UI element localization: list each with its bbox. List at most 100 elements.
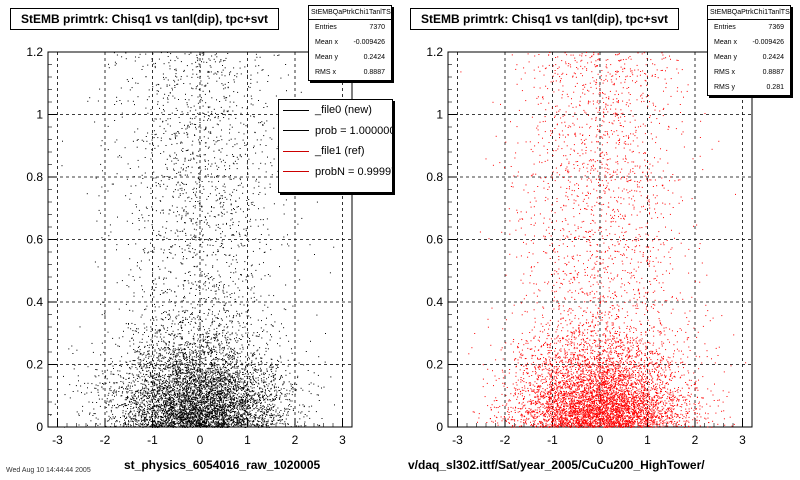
scatter-point — [239, 303, 241, 305]
scatter-point — [198, 404, 200, 406]
scatter-point — [196, 266, 198, 268]
scatter-point — [201, 424, 203, 426]
scatter-point — [153, 289, 155, 291]
scatter-point — [187, 213, 189, 215]
scatter-point — [186, 370, 188, 372]
scatter-point — [176, 384, 178, 386]
scatter-point — [252, 375, 254, 377]
scatter-point — [259, 374, 261, 376]
scatter-point — [181, 399, 183, 401]
scatter-point — [171, 394, 173, 396]
scatter-point — [251, 383, 253, 385]
scatter-point — [169, 414, 171, 416]
scatter-point — [159, 329, 161, 331]
scatter-point — [176, 83, 178, 85]
scatter-point — [234, 405, 236, 407]
scatter-point — [263, 207, 265, 209]
scatter-point — [202, 370, 204, 372]
scatter-point — [222, 358, 224, 359]
scatter-point — [246, 235, 248, 237]
scatter-point — [203, 136, 205, 138]
scatter-point — [162, 386, 164, 388]
scatter-point — [191, 313, 193, 315]
scatter-point — [199, 205, 201, 207]
scatter-point — [208, 368, 210, 370]
scatter-point — [180, 401, 182, 403]
scatter-point — [201, 238, 203, 240]
scatter-point — [188, 391, 190, 393]
scatter-point — [102, 383, 103, 384]
scatter-point — [158, 388, 160, 390]
scatter-point — [269, 407, 270, 409]
scatter-point — [190, 234, 192, 236]
scatter-point — [212, 279, 214, 281]
scatter-point — [159, 390, 161, 392]
scatter-point — [200, 356, 202, 358]
scatter-point — [252, 421, 254, 423]
scatter-point — [183, 425, 185, 427]
scatter-point — [264, 399, 266, 401]
scatter-point — [256, 399, 258, 401]
scatter-point — [196, 398, 198, 400]
scatter-point — [248, 373, 249, 375]
scatter-point — [116, 54, 118, 56]
scatter-point — [165, 369, 167, 370]
scatter-point — [148, 392, 149, 394]
scatter-point — [259, 421, 261, 422]
scatter-point — [251, 424, 253, 426]
scatter-point — [244, 369, 246, 371]
scatter-point — [144, 157, 146, 158]
scatter-point — [276, 394, 278, 396]
scatter-point — [217, 224, 219, 226]
scatter-point — [176, 381, 178, 383]
scatter-point — [194, 307, 196, 309]
scatter-point — [113, 373, 115, 375]
scatter-point — [193, 236, 195, 237]
scatter-point — [222, 384, 224, 386]
scatter-point — [210, 325, 212, 327]
scatter-point — [151, 206, 153, 208]
scatter-point — [215, 418, 217, 420]
scatter-point — [229, 393, 231, 395]
scatter-point — [273, 127, 275, 129]
scatter-point — [168, 382, 170, 384]
scatter-point — [194, 381, 196, 383]
scatter-point — [219, 310, 220, 312]
scatter-point — [195, 396, 197, 398]
scatter-point — [272, 403, 274, 405]
scatter-point — [138, 425, 140, 427]
scatter-point — [207, 337, 208, 338]
scatter-point — [280, 420, 282, 422]
scatter-point — [146, 329, 148, 331]
scatter-point — [262, 124, 264, 125]
scatter-point — [225, 396, 227, 398]
scatter-point — [192, 422, 194, 424]
scatter-point — [263, 122, 265, 124]
scatter-point — [151, 288, 153, 290]
scatter-point — [254, 368, 256, 370]
scatter-point — [180, 324, 182, 326]
scatter-point — [232, 320, 233, 322]
scatter-point — [107, 190, 109, 192]
scatter-point — [204, 419, 206, 421]
scatter-point — [214, 216, 216, 218]
scatter-point — [213, 381, 215, 383]
scatter-point — [242, 388, 244, 390]
scatter-point — [230, 390, 232, 392]
scatter-point — [150, 250, 152, 252]
scatter-point — [153, 63, 155, 65]
scatter-point — [137, 139, 139, 140]
scatter-point — [222, 424, 224, 426]
scatter-point — [211, 413, 212, 414]
scatter-point — [194, 420, 196, 422]
scatter-point — [217, 425, 219, 427]
scatter-point — [195, 201, 196, 202]
scatter-point — [233, 388, 235, 390]
scatter-point — [186, 65, 188, 67]
scatter-point — [169, 334, 171, 336]
scatter-point — [153, 246, 155, 248]
scatter-point — [234, 396, 236, 398]
scatter-point — [217, 124, 219, 126]
scatter-point — [224, 75, 226, 77]
scatter-point — [163, 382, 165, 384]
